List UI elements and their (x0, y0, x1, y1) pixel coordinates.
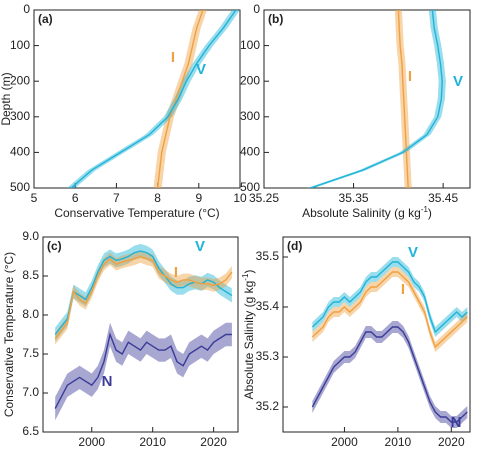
plot-area (66, 10, 240, 188)
x-tick-label: 2000 (331, 435, 358, 449)
plot-frame (33, 9, 241, 189)
plot-frame (42, 236, 239, 433)
y-tick-label: 0 (23, 2, 30, 16)
y-axis-label: Absolute Salinity (g kg-1) (241, 270, 257, 400)
x-axis-label-part: -1 (421, 205, 429, 214)
x-tick-label: 35.45 (428, 191, 458, 205)
series-label: V (196, 61, 206, 78)
series-label: N (102, 373, 113, 390)
y-axis-label-part: Absolute Salinity (g kg (242, 281, 256, 400)
series-label: V (453, 73, 463, 90)
series-label: I (171, 49, 175, 66)
y-tick-label: 100 (10, 38, 30, 52)
series-line (311, 326, 468, 423)
series-line (156, 10, 204, 188)
uncertainty-band (312, 257, 468, 337)
plot-area (54, 244, 233, 421)
y-tick-label: 35.4 (256, 299, 280, 313)
y-tick-label: 400 (240, 145, 260, 159)
y-tick-label: 500 (10, 180, 30, 194)
y-tick-label: 35.3 (256, 349, 280, 363)
y-axis-label-part: -1 (241, 273, 250, 281)
plot-frame (282, 236, 471, 433)
panel-label: (c) (47, 239, 62, 253)
uncertainty-band (66, 10, 240, 188)
y-tick-label: 35.2 (256, 399, 280, 413)
plot-frame (263, 9, 471, 189)
y-tick-label: 300 (10, 109, 30, 123)
y-tick-label: 200 (10, 73, 30, 87)
x-axis-label-part: Absolute Salinity (g kg (302, 206, 421, 220)
y-tick-label: 8.0 (22, 307, 39, 321)
series-line (54, 255, 233, 339)
uncertainty-band (306, 10, 446, 188)
x-tick-label: 2000 (78, 435, 105, 449)
series-label: I (174, 264, 178, 281)
x-tick-label: 5 (31, 191, 38, 205)
y-axis-label: Depth (m) (0, 72, 13, 125)
series-line (310, 10, 443, 188)
x-tick-label: 2010 (139, 435, 166, 449)
x-axis-label: Conservative Temperature (°C) (54, 206, 219, 220)
series-line (397, 10, 409, 188)
x-axis-label: Absolute Salinity (g kg-1) (302, 205, 432, 221)
series-label: I (401, 281, 405, 298)
y-tick-label: 6.5 (22, 424, 39, 438)
y-axis-label-part: ) (242, 270, 256, 274)
y-tick-label: 7.0 (22, 385, 39, 399)
series-line (54, 332, 232, 409)
y-tick-label: 100 (240, 38, 260, 52)
y-tick-label: 35.5 (256, 249, 280, 263)
series-line (311, 271, 468, 349)
x-tick-label: 10 (233, 191, 247, 205)
panel-label: (b) (268, 12, 283, 26)
y-tick-label: 9.0 (22, 229, 39, 243)
uncertainty-band (153, 10, 208, 188)
y-tick-label: 200 (240, 73, 260, 87)
x-tick-label: 8 (154, 191, 161, 205)
series-label: I (408, 68, 412, 85)
y-tick-label: 500 (240, 180, 260, 194)
series-label: N (451, 414, 462, 431)
x-tick-label: 35.35 (339, 191, 369, 205)
series-label: V (195, 238, 205, 255)
y-tick-label: 8.5 (22, 268, 39, 282)
plot-area (311, 257, 468, 428)
y-axis-label: Conservative Temperature (°C) (2, 252, 16, 417)
uncertainty-band (55, 322, 232, 421)
x-tick-label: 2010 (385, 435, 412, 449)
panel-label: (d) (287, 239, 302, 253)
plot-area (306, 10, 446, 188)
series-line (311, 261, 468, 334)
x-tick-label: 2020 (200, 435, 227, 449)
y-tick-label: 300 (240, 109, 260, 123)
y-tick-label: 7.5 (22, 346, 39, 360)
x-axis-label-part: ) (428, 206, 432, 220)
x-tick-label: 7 (113, 191, 120, 205)
uncertainty-band (312, 267, 468, 352)
series-line (70, 10, 237, 188)
x-tick-label: 6 (72, 191, 79, 205)
y-tick-label: 400 (10, 145, 30, 159)
y-tick-label: 0 (253, 2, 260, 16)
x-tick-label: 35.25 (249, 191, 279, 205)
series-label: V (408, 244, 418, 261)
uncertainty-band (312, 321, 468, 428)
x-tick-label: 9 (195, 191, 202, 205)
panel-label: (a) (38, 12, 53, 26)
x-tick-label: 2020 (438, 435, 465, 449)
